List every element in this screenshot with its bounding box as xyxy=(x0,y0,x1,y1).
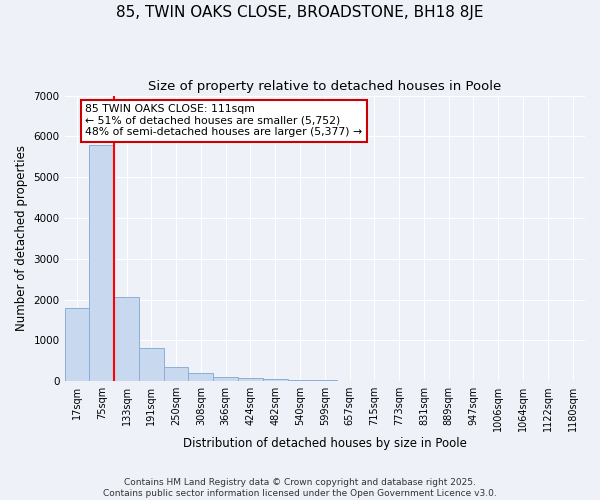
Bar xyxy=(139,348,164,381)
Bar xyxy=(114,298,139,381)
Bar xyxy=(89,144,114,381)
Title: Size of property relative to detached houses in Poole: Size of property relative to detached ho… xyxy=(148,80,502,93)
Bar xyxy=(238,378,263,381)
Bar xyxy=(287,380,313,381)
Bar xyxy=(188,373,213,381)
Text: 85, TWIN OAKS CLOSE, BROADSTONE, BH18 8JE: 85, TWIN OAKS CLOSE, BROADSTONE, BH18 8J… xyxy=(116,5,484,20)
Bar xyxy=(213,377,238,381)
Bar xyxy=(313,380,337,381)
X-axis label: Distribution of detached houses by size in Poole: Distribution of detached houses by size … xyxy=(183,437,467,450)
Bar xyxy=(65,308,89,381)
Y-axis label: Number of detached properties: Number of detached properties xyxy=(15,146,28,332)
Text: Contains HM Land Registry data © Crown copyright and database right 2025.
Contai: Contains HM Land Registry data © Crown c… xyxy=(103,478,497,498)
Bar xyxy=(263,379,287,381)
Text: 85 TWIN OAKS CLOSE: 111sqm
← 51% of detached houses are smaller (5,752)
48% of s: 85 TWIN OAKS CLOSE: 111sqm ← 51% of deta… xyxy=(85,104,362,138)
Bar xyxy=(164,367,188,381)
